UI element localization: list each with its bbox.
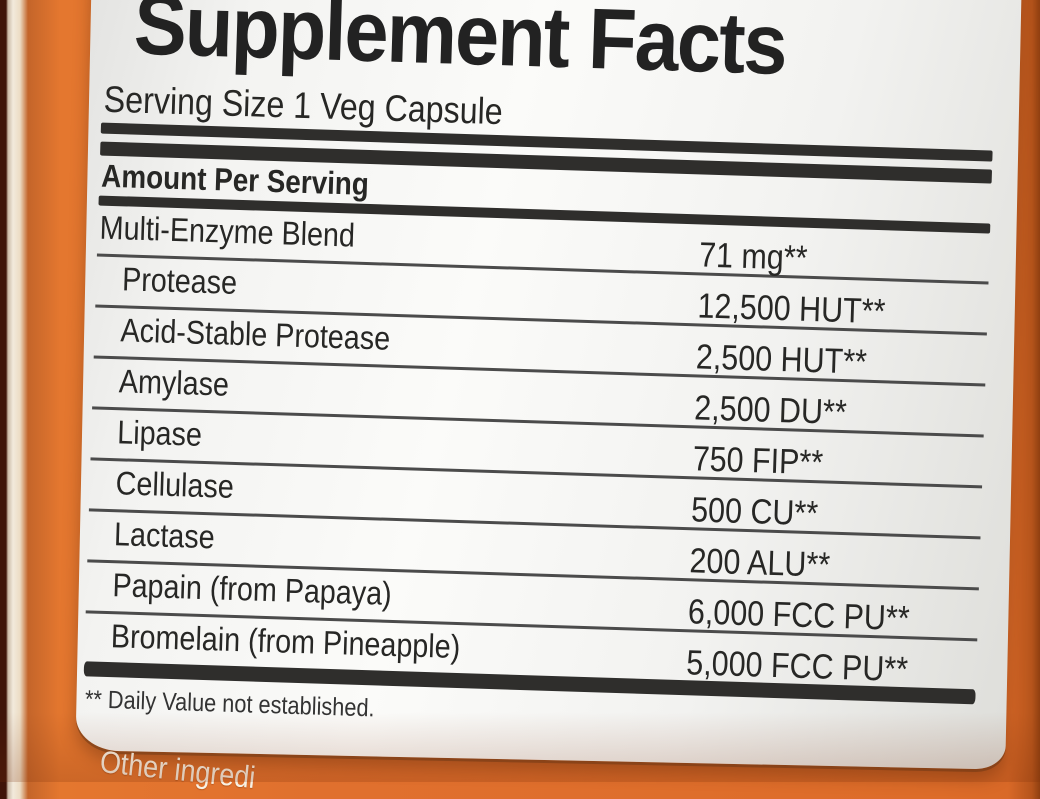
- ingredient-name: Bromelain (from Pineapple): [110, 617, 461, 666]
- ingredient-amount: 200 ALU**: [688, 541, 831, 585]
- ingredient-name: Amylase: [118, 362, 230, 403]
- ingredient-amount: 12,500 HUT**: [696, 286, 887, 332]
- ingredient-table: Multi-Enzyme Blend 71 mg** Protease 12,5…: [84, 205, 991, 690]
- ingredient-name: Cellulase: [115, 464, 235, 505]
- ingredient-amount: 2,500 HUT**: [695, 337, 868, 382]
- ingredient-amount: 5,000 FCC PU**: [685, 643, 909, 690]
- ingredient-amount: 2,500 DU**: [693, 388, 848, 433]
- ingredient-name: Lipase: [116, 413, 203, 453]
- panel-title-text: Supplement Facts: [132, 0, 788, 94]
- ingredient-amount: 750 FIP**: [692, 439, 824, 483]
- ingredient-amount: 6,000 FCC PU**: [687, 592, 911, 639]
- supplement-facts-panel: Supplement Facts Serving Size 1 Veg Caps…: [75, 0, 1023, 770]
- ingredient-name: Protease: [121, 260, 238, 301]
- supplement-facts-content: Supplement Facts Serving Size 1 Veg Caps…: [83, 0, 998, 741]
- ingredient-name: Papain (from Papaya): [111, 566, 393, 612]
- ingredient-amount: 71 mg**: [698, 235, 809, 278]
- ingredient-name: Multi-Enzyme Blend: [99, 208, 356, 254]
- ingredient-amount: 500 CU**: [690, 490, 819, 534]
- ingredient-name: Acid-Stable Protease: [119, 311, 391, 357]
- panel-title: Supplement Facts: [133, 0, 997, 95]
- ingredient-name: Lactase: [113, 515, 216, 556]
